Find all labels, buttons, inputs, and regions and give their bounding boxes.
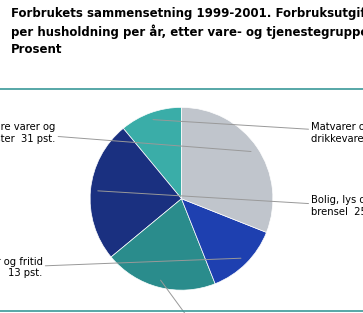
Text: Transport  20 pst.: Transport 20 pst. bbox=[154, 280, 241, 313]
Wedge shape bbox=[111, 199, 215, 290]
Wedge shape bbox=[182, 107, 273, 232]
Text: Andre varer og
tjenester  31 pst.: Andre varer og tjenester 31 pst. bbox=[0, 122, 251, 151]
Text: Forbrukets sammensetning 1999-2001. Forbruksutgift
per husholdning per år, etter: Forbrukets sammensetning 1999-2001. Forb… bbox=[11, 7, 363, 56]
Text: Matvarer og alkoholfrie
drikkevarer  11 pst.: Matvarer og alkoholfrie drikkevarer 11 p… bbox=[153, 120, 363, 144]
Text: Bolig, lys og
brensel  25 pst.: Bolig, lys og brensel 25 pst. bbox=[98, 191, 363, 217]
Wedge shape bbox=[90, 128, 182, 257]
Wedge shape bbox=[182, 199, 266, 284]
Text: Kultur og fritid
13 pst.: Kultur og fritid 13 pst. bbox=[0, 256, 241, 278]
Wedge shape bbox=[123, 107, 182, 199]
